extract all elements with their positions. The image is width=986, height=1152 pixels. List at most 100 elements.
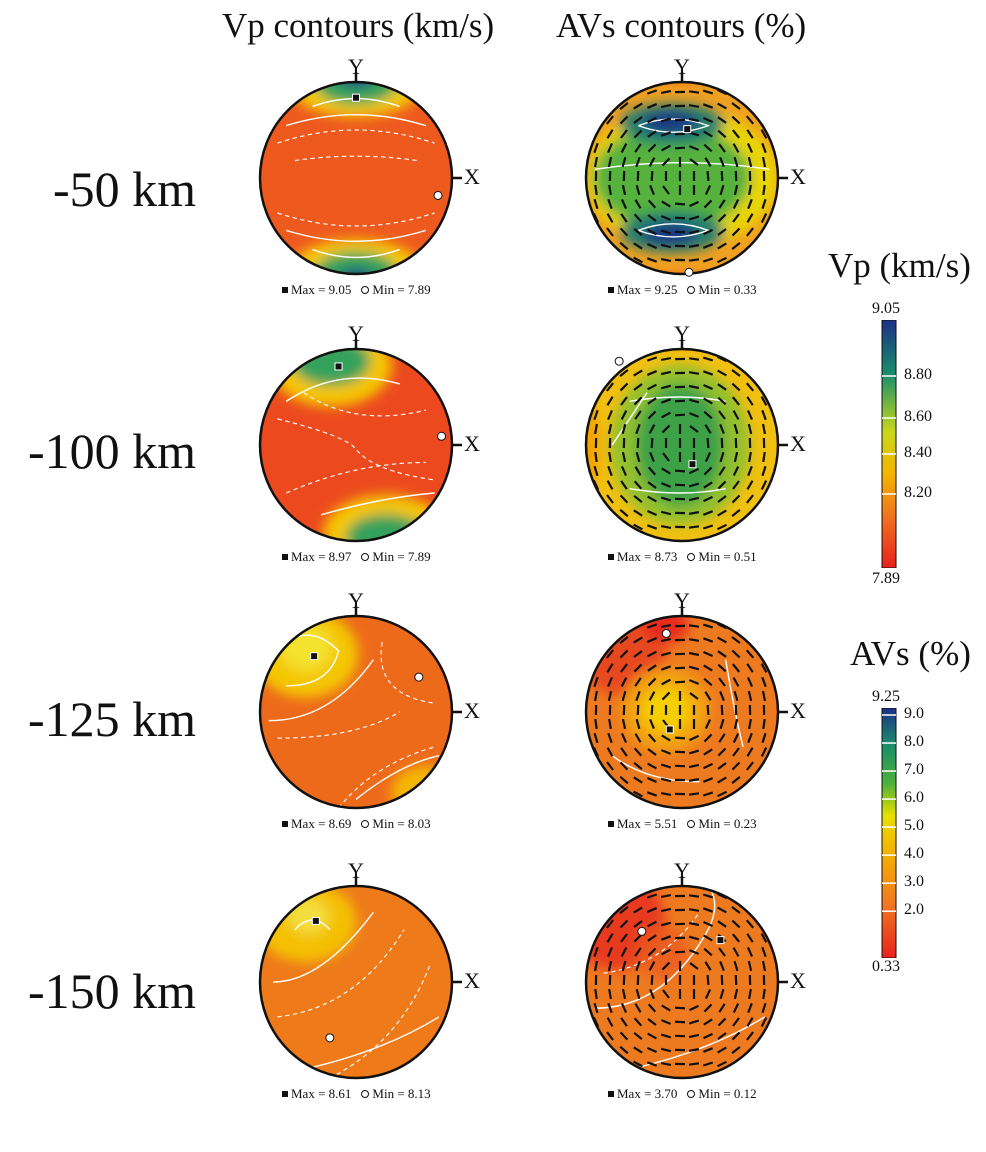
vp-stats: Max = 8.97 Min = 7.89 <box>282 549 431 565</box>
fast-direction-tick <box>708 975 709 985</box>
max-label: Max = 9.25 <box>617 282 677 297</box>
max-label: Max = 9.05 <box>291 282 351 297</box>
y-axis-label: Y <box>672 54 692 80</box>
min-label: Min = 0.12 <box>698 1086 756 1101</box>
vp-scale-tick-label: 8.60 <box>904 408 932 426</box>
x-axis-label: X <box>464 968 480 994</box>
avs-stereonet-plot <box>562 58 802 298</box>
depth-label-50: -50 km <box>0 160 196 218</box>
fast-direction-tick <box>708 171 709 181</box>
fast-direction-tick <box>689 895 699 896</box>
y-axis-label: Y <box>346 321 366 347</box>
min-label: Min = 8.13 <box>372 1086 430 1101</box>
max-symbol <box>608 821 614 827</box>
vp-stereonet-plot <box>236 862 476 1102</box>
max-symbol <box>608 287 614 293</box>
avs-scale-max: 9.25 <box>872 688 900 706</box>
min-marker <box>615 357 623 365</box>
fast-direction-tick <box>652 705 653 715</box>
max-label: Max = 8.97 <box>291 549 351 564</box>
fast-direction-tick <box>689 91 699 92</box>
fast-direction-tick <box>675 148 685 149</box>
fast-direction-tick <box>689 526 699 527</box>
fast-direction-tick <box>652 171 653 181</box>
min-symbol <box>361 286 369 294</box>
max-label: Max = 3.70 <box>617 1086 677 1101</box>
fast-direction-tick <box>652 975 653 985</box>
x-axis-label: X <box>464 698 480 724</box>
y-axis-label: Y <box>672 321 692 347</box>
max-label: Max = 8.69 <box>291 816 351 831</box>
max-marker <box>335 363 342 370</box>
y-axis-label: Y <box>672 588 692 614</box>
min-marker <box>438 432 446 440</box>
fast-direction-tick <box>763 452 764 462</box>
fast-direction-tick <box>595 452 596 462</box>
fast-direction-tick <box>708 705 709 715</box>
min-marker <box>662 629 670 637</box>
depth-label-100: -100 km <box>0 422 196 480</box>
y-axis-label: Y <box>346 588 366 614</box>
y-axis-label: Y <box>346 54 366 80</box>
fast-direction-tick <box>763 989 764 999</box>
max-symbol <box>608 554 614 560</box>
fast-direction-tick <box>689 793 699 794</box>
avs-scale-tick-label: 9.0 <box>904 705 924 723</box>
max-marker <box>689 461 696 468</box>
min-label: Min = 0.23 <box>698 816 756 831</box>
avs-scale-tick-label: 3.0 <box>904 873 924 891</box>
fast-direction-tick <box>708 438 709 448</box>
min-symbol <box>687 286 695 294</box>
avs-stats: Max = 5.51 Min = 0.23 <box>608 816 757 832</box>
max-marker <box>684 126 691 133</box>
vp-stereonet-plot <box>236 58 476 298</box>
depth-label-125: -125 km <box>0 690 196 748</box>
contour-fill <box>287 899 329 934</box>
max-marker <box>717 937 724 944</box>
min-label: Min = 7.89 <box>372 549 430 564</box>
avs-scale-tick-label: 7.0 <box>904 761 924 779</box>
vp-scale-title: Vp (km/s) <box>828 246 971 286</box>
min-marker <box>326 1034 334 1042</box>
fast-direction-tick <box>689 1063 699 1064</box>
max-marker <box>353 94 360 101</box>
vp-scale-tick-label: 8.20 <box>904 484 932 502</box>
fast-direction-tick <box>689 358 699 359</box>
max-marker <box>666 726 673 733</box>
max-symbol <box>608 1091 614 1097</box>
max-symbol <box>282 287 288 293</box>
fast-direction-tick <box>763 185 764 195</box>
max-label: Max = 5.51 <box>617 816 677 831</box>
avs-stereonet-plot <box>562 325 802 565</box>
x-axis-label: X <box>790 431 806 457</box>
fast-direction-tick <box>675 952 685 953</box>
min-symbol <box>361 1090 369 1098</box>
fast-direction-tick <box>675 682 685 683</box>
min-symbol <box>361 820 369 828</box>
x-axis-label: X <box>790 968 806 994</box>
x-axis-label: X <box>464 164 480 190</box>
max-symbol <box>282 821 288 827</box>
vp-scale-min: 7.89 <box>872 570 900 588</box>
max-symbol <box>282 554 288 560</box>
fast-direction-tick <box>595 989 596 999</box>
x-axis-label: X <box>790 164 806 190</box>
avs-column-title: AVs contours (%) <box>556 6 806 46</box>
contour-fill <box>280 625 332 670</box>
avs-scale-tick-label: 4.0 <box>904 845 924 863</box>
x-axis-label: X <box>464 431 480 457</box>
y-axis-label: Y <box>346 858 366 884</box>
avs-scale-tick-label: 8.0 <box>904 733 924 751</box>
fast-direction-tick <box>689 259 699 260</box>
avs-scale-tick-label: 2.0 <box>904 901 924 919</box>
min-symbol <box>361 553 369 561</box>
max-marker <box>312 917 319 924</box>
vp-column-title: Vp contours (km/s) <box>222 6 494 46</box>
vp-scale-max: 9.05 <box>872 300 900 318</box>
